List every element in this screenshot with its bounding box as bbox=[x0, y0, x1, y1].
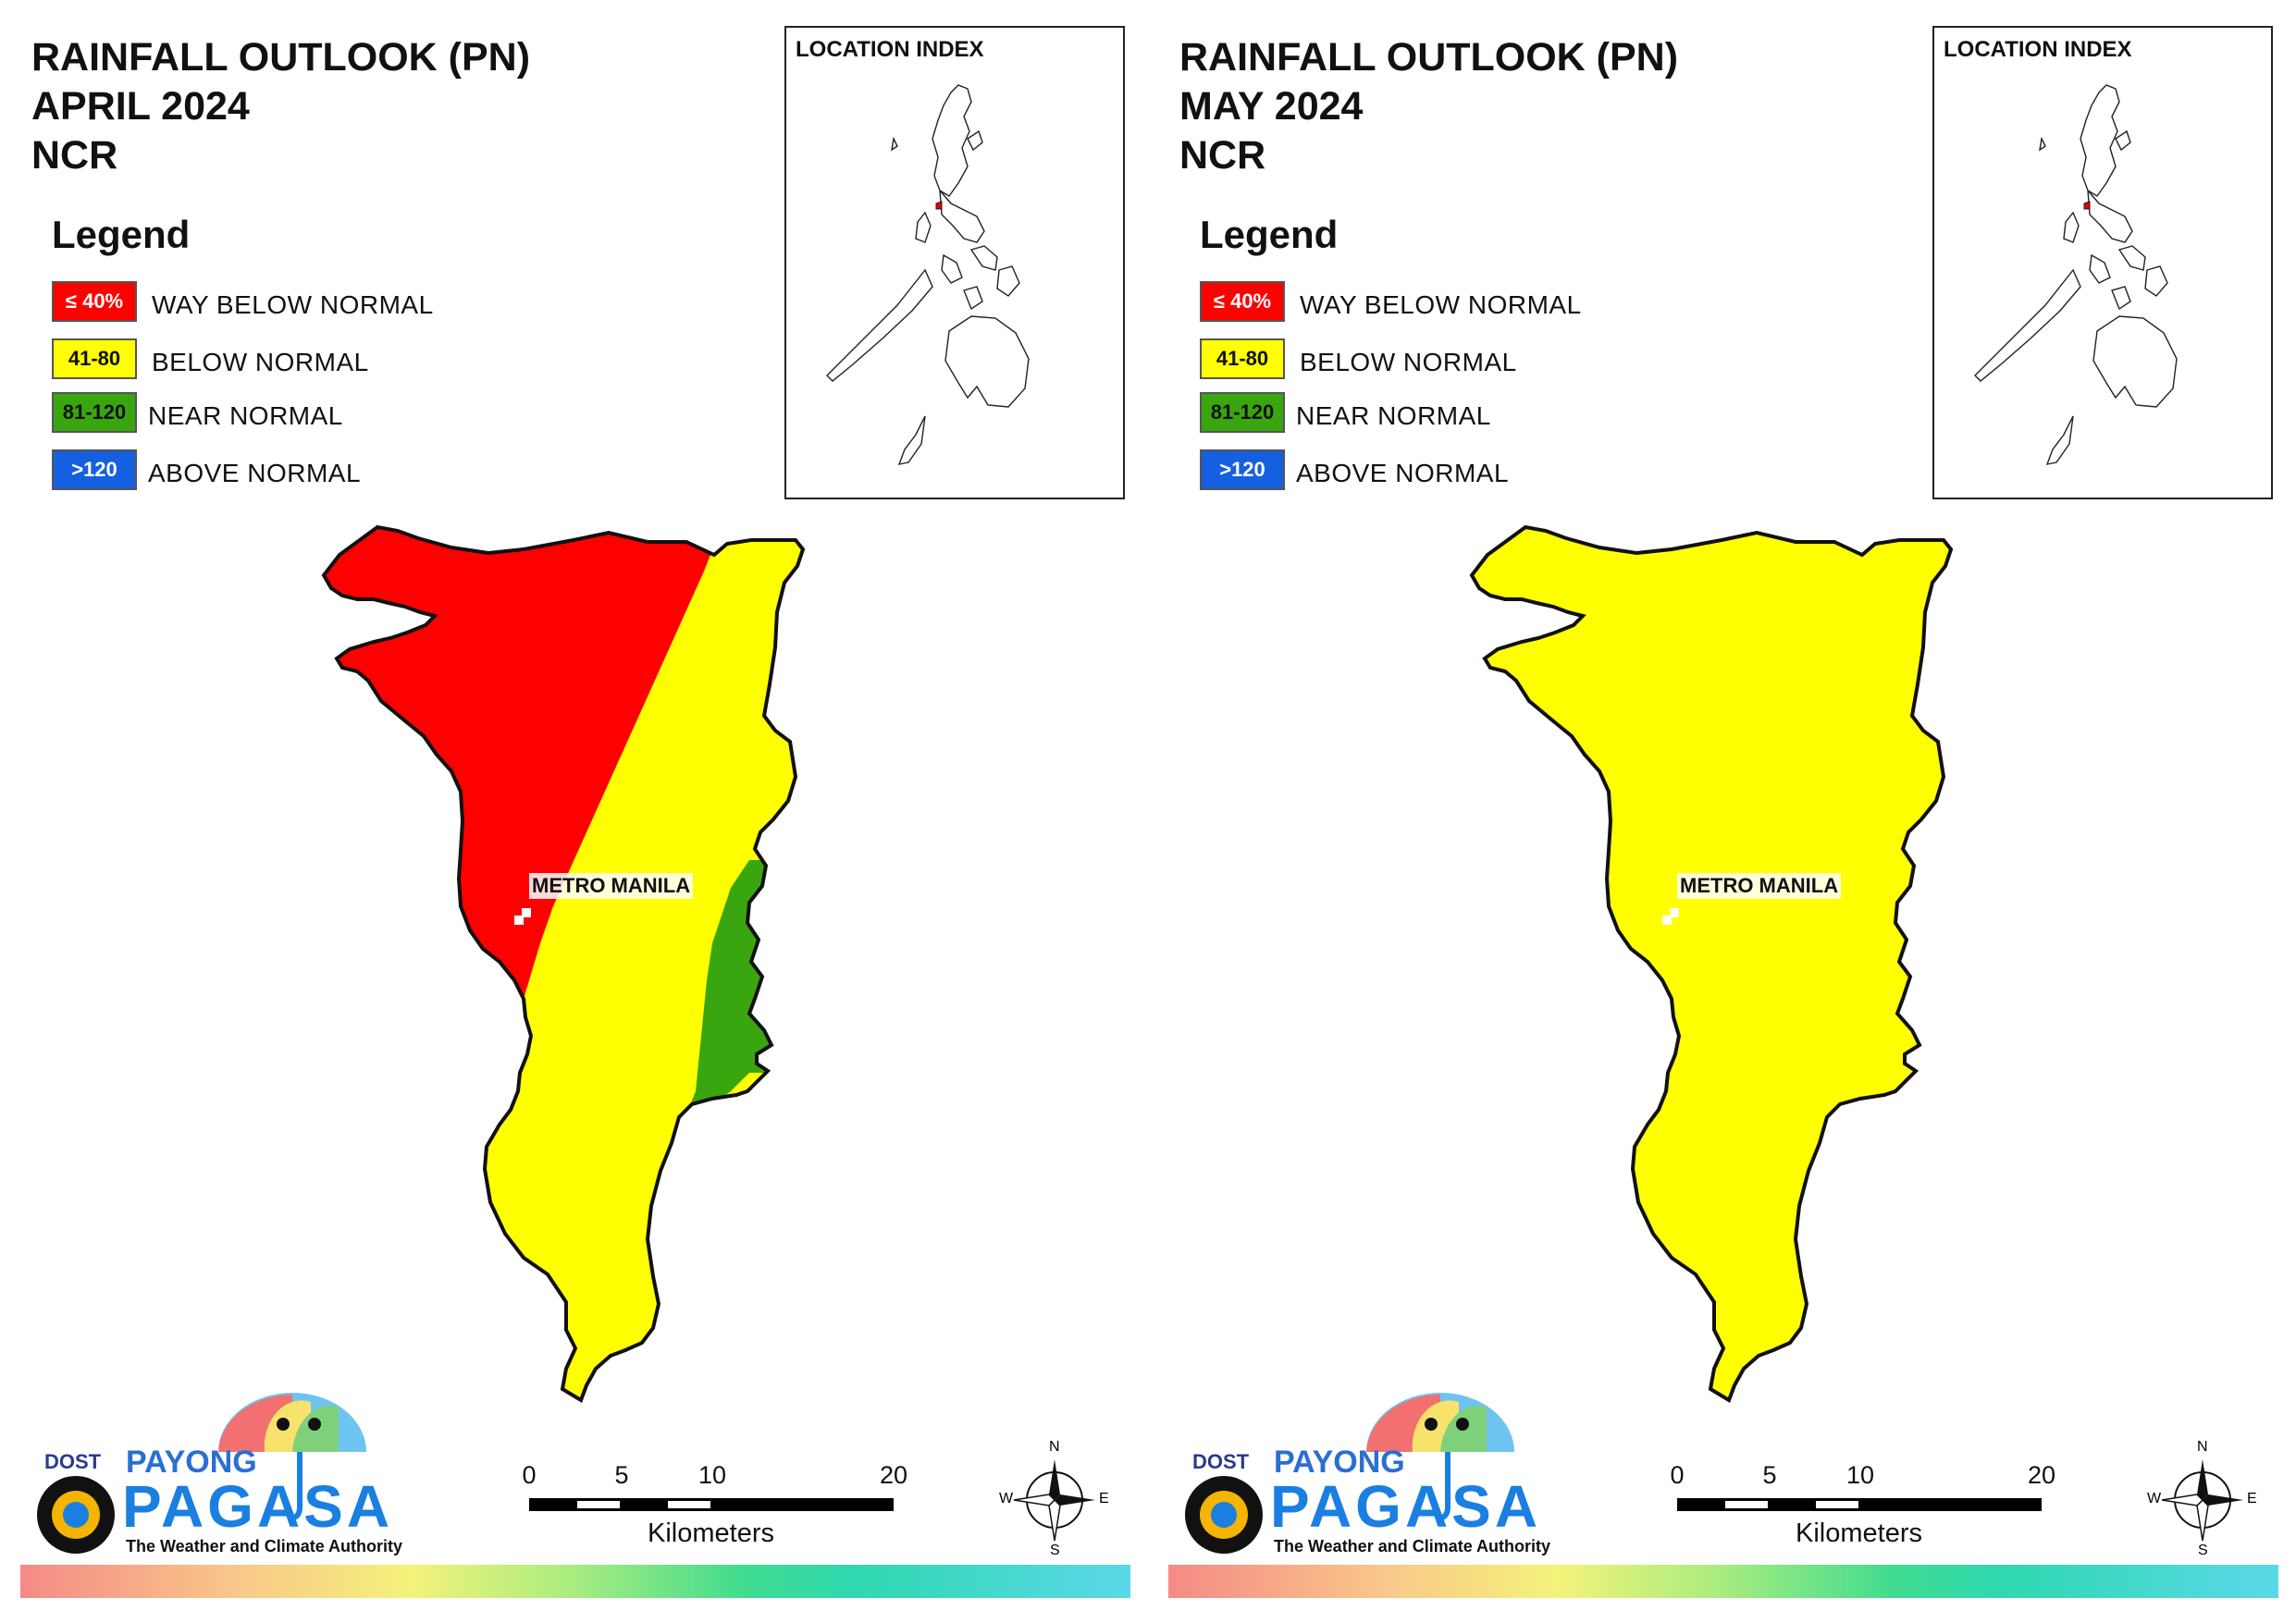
compass-n: N bbox=[1049, 1439, 1060, 1455]
title-line-3: NCR bbox=[31, 133, 118, 178]
scale-unit: Kilometers bbox=[1796, 1518, 1922, 1548]
scale-bar: 0 5 10 20 Kilometers bbox=[522, 1461, 916, 1554]
legend-swatch: 41-80 bbox=[52, 338, 137, 379]
metro-manila-label: METRO MANILA bbox=[529, 873, 694, 899]
compass-e: E bbox=[2247, 1491, 2257, 1506]
logo-pagasa: PAGASA bbox=[122, 1473, 394, 1540]
legend-label: ABOVE NORMAL bbox=[1296, 459, 1510, 487]
title-line-1: RAINFALL OUTLOOK (PN) bbox=[1179, 35, 1679, 80]
inset-title: LOCATION INDEX bbox=[796, 37, 984, 62]
legend-heading: Legend bbox=[52, 213, 191, 256]
title-line-2: APRIL 2024 bbox=[31, 84, 250, 129]
compass-rose-icon bbox=[1013, 1459, 1095, 1542]
legend-label: WAY BELOW NORMAL bbox=[1300, 290, 1582, 319]
ncr-rainfall-map bbox=[1469, 524, 1954, 1403]
legend-swatch: >120 bbox=[52, 449, 137, 490]
legend-heading: Legend bbox=[1200, 213, 1339, 256]
philippines-outline-map bbox=[826, 84, 1030, 465]
region-near-normal-north bbox=[796, 749, 803, 851]
logo-dost: DOST bbox=[1192, 1450, 1250, 1473]
inset-title: LOCATION INDEX bbox=[1944, 37, 2132, 62]
panel-may: RAINFALL OUTLOOK (PN) MAY 2024 NCR Legen… bbox=[1148, 0, 2296, 1623]
ncr-rainfall-map bbox=[321, 524, 806, 1403]
north-arrow-icon: N S W E bbox=[999, 1439, 1110, 1559]
location-index-inset: LOCATION INDEX bbox=[784, 26, 1125, 499]
scale-bar-graphic bbox=[1677, 1498, 2042, 1511]
color-gradient-bar bbox=[1168, 1565, 2278, 1598]
panel-april: RAINFALL OUTLOOK (PN) APRIL 2024 NCR Leg… bbox=[20, 26, 1130, 1598]
title-line-2: MAY 2024 bbox=[1179, 84, 1364, 129]
scale-tick: 10 bbox=[697, 1461, 727, 1489]
legend-label: ABOVE NORMAL bbox=[148, 459, 362, 487]
payong-pagasa-logo: DOST PAYONG PAGASA The Weather and Clima… bbox=[33, 1387, 403, 1563]
legend-swatch: 41-80 bbox=[1200, 338, 1285, 379]
white-pixel bbox=[1662, 916, 1672, 925]
region-below-normal bbox=[1469, 524, 1954, 1403]
white-pixel bbox=[514, 916, 524, 925]
map-title: RAINFALL OUTLOOK (PN) APRIL 2024 NCR bbox=[31, 33, 530, 180]
scale-unit: Kilometers bbox=[648, 1518, 774, 1548]
compass-e: E bbox=[1099, 1491, 1109, 1506]
compass-s: S bbox=[1050, 1543, 1060, 1558]
logo-dost: DOST bbox=[44, 1450, 102, 1473]
scale-tick: 20 bbox=[879, 1461, 908, 1489]
logo-payong: PAYONG bbox=[1274, 1445, 1405, 1480]
scale-tick: 10 bbox=[1845, 1461, 1875, 1489]
legend-label: NEAR NORMAL bbox=[148, 401, 343, 430]
white-pixel bbox=[1670, 908, 1679, 917]
logo-tagline: The Weather and Climate Authority bbox=[126, 1537, 403, 1555]
white-pixel bbox=[522, 908, 531, 917]
compass-w: W bbox=[2147, 1491, 2162, 1506]
legend-swatch: 81-120 bbox=[52, 392, 137, 433]
legend-swatch: >120 bbox=[1200, 449, 1285, 490]
region-near-normal-north-b bbox=[779, 838, 803, 880]
legend-swatch: ≤ 40% bbox=[52, 281, 137, 322]
legend-label: WAY BELOW NORMAL bbox=[152, 290, 434, 319]
logo-payong: PAYONG bbox=[126, 1445, 257, 1480]
philippines-outline-map bbox=[1974, 84, 2178, 465]
scale-tick: 20 bbox=[2027, 1461, 2056, 1489]
color-gradient-bar bbox=[20, 1565, 1130, 1598]
compass-n: N bbox=[2197, 1439, 2208, 1455]
compass-rose-icon bbox=[2161, 1459, 2243, 1542]
location-index-inset: LOCATION INDEX bbox=[1932, 26, 2273, 499]
umbrella-icon bbox=[1185, 1393, 1514, 1554]
umbrella-icon bbox=[37, 1393, 366, 1554]
scale-tick: 5 bbox=[614, 1461, 629, 1489]
metro-manila-label: METRO MANILA bbox=[1677, 873, 1842, 899]
title-line-1: RAINFALL OUTLOOK (PN) bbox=[31, 35, 531, 80]
scale-tick: 0 bbox=[522, 1461, 537, 1489]
legend-swatch: ≤ 40% bbox=[1200, 281, 1285, 322]
scale-tick: 0 bbox=[1670, 1461, 1685, 1489]
legend-label: BELOW NORMAL bbox=[152, 348, 369, 376]
logo-tagline: The Weather and Climate Authority bbox=[1274, 1537, 1551, 1555]
legend-swatch: 81-120 bbox=[1200, 392, 1285, 433]
scale-bar: 0 5 10 20 Kilometers bbox=[1670, 1461, 2064, 1554]
compass-w: W bbox=[999, 1491, 1014, 1506]
legend-label: NEAR NORMAL bbox=[1296, 401, 1491, 430]
legend-label: BELOW NORMAL bbox=[1300, 348, 1517, 376]
scale-tick: 5 bbox=[1762, 1461, 1777, 1489]
title-line-3: NCR bbox=[1179, 133, 1266, 178]
map-title: RAINFALL OUTLOOK (PN) MAY 2024 NCR bbox=[1179, 33, 1678, 180]
payong-pagasa-logo: DOST PAYONG PAGASA The Weather and Clima… bbox=[1181, 1387, 1551, 1563]
ncr-boundary bbox=[321, 524, 806, 1403]
scale-bar-graphic bbox=[529, 1498, 894, 1511]
north-arrow-icon: N S W E bbox=[2147, 1439, 2258, 1559]
compass-s: S bbox=[2198, 1543, 2208, 1558]
logo-pagasa: PAGASA bbox=[1270, 1473, 1542, 1540]
